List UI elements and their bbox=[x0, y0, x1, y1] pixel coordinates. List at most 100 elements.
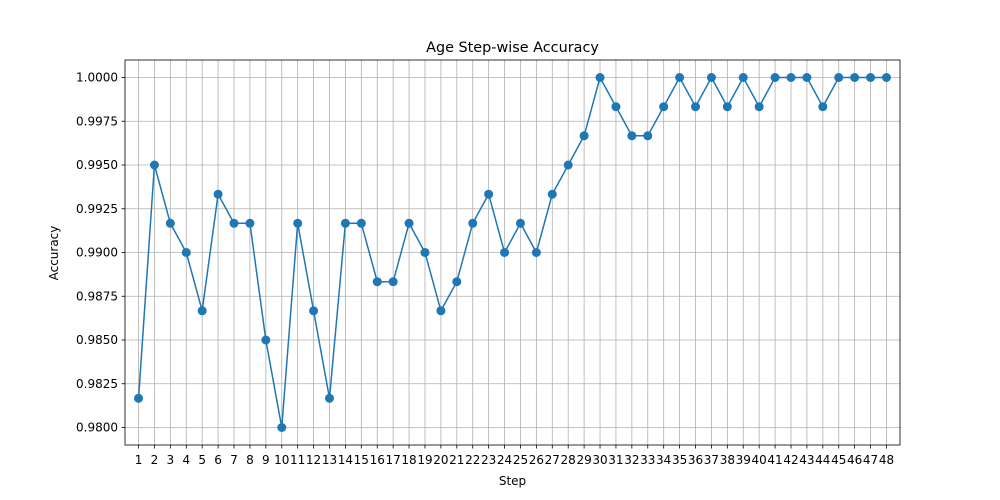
x-tick-label: 4 bbox=[182, 453, 190, 467]
data-point bbox=[850, 73, 860, 82]
x-tick-label: 6 bbox=[214, 453, 222, 467]
x-tick-label: 47 bbox=[863, 453, 878, 467]
data-point bbox=[595, 73, 605, 82]
data-point bbox=[579, 131, 589, 141]
data-point bbox=[372, 277, 382, 287]
x-tick-label: 43 bbox=[799, 453, 814, 467]
data-point bbox=[484, 189, 494, 199]
x-tick-label: 37 bbox=[704, 453, 719, 467]
data-point bbox=[531, 248, 541, 257]
data-point bbox=[181, 248, 191, 257]
data-point bbox=[213, 189, 223, 199]
data-point bbox=[324, 393, 334, 403]
y-tick-label: 0.9950 bbox=[76, 158, 118, 172]
data-point bbox=[293, 218, 303, 228]
data-point bbox=[611, 102, 621, 112]
data-point bbox=[754, 102, 764, 112]
data-point bbox=[866, 73, 876, 82]
data-point bbox=[404, 218, 414, 228]
x-tick-label: 30 bbox=[592, 453, 607, 467]
x-tick-label: 8 bbox=[246, 453, 254, 467]
x-tick-label: 34 bbox=[656, 453, 671, 467]
data-point bbox=[261, 335, 271, 345]
x-tick-label: 27 bbox=[545, 453, 560, 467]
y-tick-label: 0.9925 bbox=[76, 202, 118, 216]
x-tick-label: 13 bbox=[322, 453, 337, 467]
data-point bbox=[420, 248, 430, 257]
data-point bbox=[277, 423, 287, 432]
series-line bbox=[137, 76, 887, 429]
data-point bbox=[675, 73, 685, 82]
x-tick-label: 10 bbox=[274, 453, 289, 467]
x-tick-label: 36 bbox=[688, 453, 703, 467]
data-point bbox=[770, 73, 780, 82]
x-tick-label: 29 bbox=[576, 453, 591, 467]
y-tick-label: 0.9975 bbox=[76, 114, 118, 128]
data-point bbox=[627, 131, 637, 141]
data-point bbox=[881, 73, 891, 82]
data-point bbox=[468, 218, 478, 228]
x-tick-label: 9 bbox=[262, 453, 270, 467]
x-tick-label: 46 bbox=[847, 453, 862, 467]
x-tick-label: 1 bbox=[135, 453, 143, 467]
data-point bbox=[515, 218, 525, 228]
x-tick-label: 15 bbox=[354, 453, 369, 467]
x-tick-label: 5 bbox=[198, 453, 206, 467]
data-point bbox=[659, 102, 669, 112]
data-point bbox=[309, 306, 319, 316]
series-group bbox=[134, 73, 891, 432]
data-point bbox=[722, 102, 732, 112]
data-point bbox=[818, 102, 828, 112]
x-tick-label: 7 bbox=[230, 453, 238, 467]
x-tick-label: 39 bbox=[736, 453, 751, 467]
data-point bbox=[245, 218, 255, 228]
y-axis-label: Accuracy bbox=[47, 226, 61, 281]
data-point bbox=[165, 218, 175, 228]
data-point bbox=[452, 277, 462, 287]
y-tick-label: 0.9800 bbox=[76, 421, 118, 435]
x-tick-label: 24 bbox=[497, 453, 512, 467]
data-point bbox=[563, 160, 573, 170]
data-point bbox=[786, 73, 796, 82]
x-axis-ticks: 1 2 3 4 5 6 7 8 9 10 11 12 13 14 15 16 17 18 19 20 21 22 23 24 2… bbox=[135, 445, 894, 467]
data-point bbox=[436, 306, 446, 316]
x-tick-label: 28 bbox=[561, 453, 576, 467]
data-point bbox=[691, 102, 701, 112]
x-tick-label: 44 bbox=[815, 453, 830, 467]
x-tick-label: 11 bbox=[290, 453, 305, 467]
x-tick-label: 17 bbox=[386, 453, 401, 467]
x-tick-label: 32 bbox=[624, 453, 639, 467]
y-tick-label: 0.9825 bbox=[76, 377, 118, 391]
x-axis-label: Step bbox=[499, 474, 526, 488]
x-tick-label: 14 bbox=[338, 453, 353, 467]
data-point bbox=[547, 189, 557, 199]
data-point bbox=[706, 73, 716, 82]
data-point bbox=[834, 73, 844, 82]
data-point bbox=[229, 218, 239, 228]
chart-title: Age Step-wise Accuracy bbox=[426, 40, 599, 56]
x-tick-label: 16 bbox=[370, 453, 385, 467]
x-tick-label: 22 bbox=[465, 453, 480, 467]
data-point bbox=[643, 131, 653, 141]
x-tick-label: 19 bbox=[417, 453, 432, 467]
x-tick-label: 20 bbox=[433, 453, 448, 467]
y-tick-label: 0.9875 bbox=[76, 289, 118, 303]
x-tick-label: 35 bbox=[672, 453, 687, 467]
data-point bbox=[197, 306, 207, 316]
y-axis-ticks: 0.9800 0.9825 0.9850 0.9875 0.9900 0.9925 0.99… bbox=[76, 71, 125, 435]
data-point bbox=[340, 218, 350, 228]
x-tick-label: 41 bbox=[767, 453, 782, 467]
x-tick-label: 2 bbox=[151, 453, 159, 467]
x-tick-label: 21 bbox=[449, 453, 464, 467]
grid-lines bbox=[125, 60, 900, 445]
x-tick-label: 45 bbox=[831, 453, 846, 467]
data-point bbox=[738, 73, 748, 82]
x-tick-label: 26 bbox=[529, 453, 544, 467]
x-tick-label: 18 bbox=[401, 453, 416, 467]
x-tick-label: 23 bbox=[481, 453, 496, 467]
data-point bbox=[134, 393, 144, 403]
x-tick-label: 12 bbox=[306, 453, 321, 467]
x-tick-label: 40 bbox=[752, 453, 767, 467]
